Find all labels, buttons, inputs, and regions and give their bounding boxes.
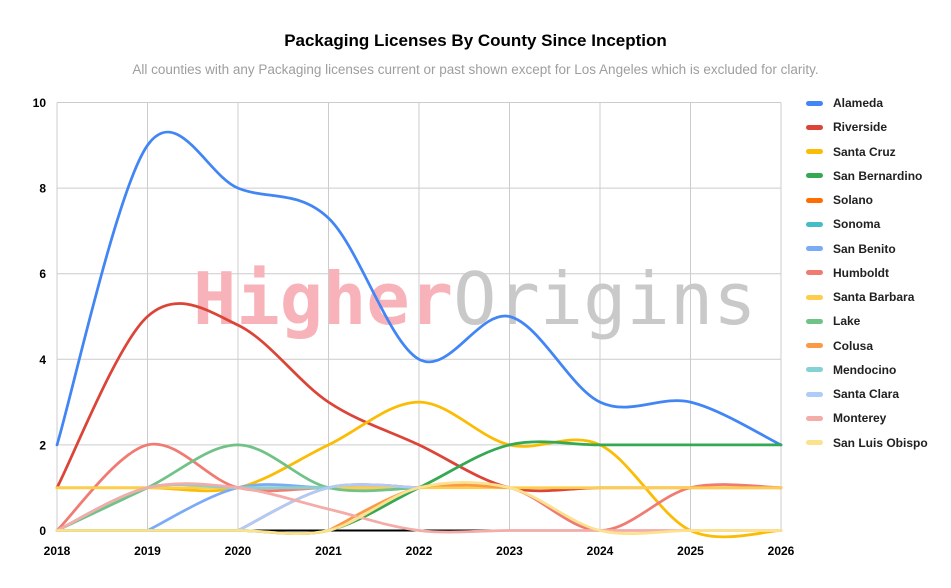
- y-axis-label-0: 0: [39, 524, 46, 538]
- watermark: HigherOrigins: [193, 257, 757, 341]
- y-axis-label-6: 6: [39, 267, 46, 281]
- x-axis-label-2021: 2021: [315, 544, 342, 558]
- legend-swatch-san-luis-obispo: [806, 440, 823, 446]
- legend-label: Alameda: [833, 96, 884, 111]
- legend-swatch-sonoma: [806, 221, 823, 227]
- chart-legend: Alameda Riverside Santa Cruz San Bernardino…: [806, 91, 928, 455]
- y-axis-label-8: 8: [39, 182, 46, 196]
- x-axis-label-2019: 2019: [134, 544, 161, 558]
- legend-label: San Luis Obispo: [833, 435, 928, 450]
- chart-subtitle: All counties with any Packaging licenses…: [132, 62, 819, 77]
- legend-item-santa-cruz[interactable]: Santa Cruz: [806, 140, 928, 164]
- legend-swatch-humboldt: [806, 270, 823, 276]
- legend-item-solano[interactable]: Solano: [806, 188, 928, 212]
- legend-swatch-san-bernardino: [806, 173, 823, 179]
- y-axis-label-10: 10: [33, 96, 47, 110]
- legend-label: San Benito: [833, 241, 896, 256]
- legend-item-san-bernardino[interactable]: San Bernardino: [806, 164, 928, 188]
- legend-item-alameda[interactable]: Alameda: [806, 91, 928, 115]
- legend-item-monterey[interactable]: Monterey: [806, 406, 928, 430]
- legend-label: San Bernardino: [833, 168, 923, 183]
- legend-label: Santa Cruz: [833, 144, 896, 159]
- legend-item-san-luis-obispo[interactable]: San Luis Obispo: [806, 431, 928, 455]
- legend-label: Santa Barbara: [833, 290, 915, 305]
- legend-label: Sonoma: [833, 217, 881, 232]
- legend-label: Colusa: [833, 338, 874, 353]
- legend-label: Monterey: [833, 411, 887, 426]
- legend-item-santa-clara[interactable]: Santa Clara: [806, 382, 928, 406]
- legend-label: Solano: [833, 193, 874, 208]
- legend-item-santa-barbara[interactable]: Santa Barbara: [806, 285, 928, 309]
- watermark-part2: Origins: [453, 257, 756, 341]
- legend-label: Lake: [833, 314, 861, 329]
- x-axis-label-2024: 2024: [587, 544, 614, 558]
- legend-swatch-monterey: [806, 415, 823, 421]
- legend-item-lake[interactable]: Lake: [806, 309, 928, 333]
- legend-swatch-riverside: [806, 124, 823, 130]
- legend-swatch-colusa: [806, 343, 823, 349]
- y-axis-label-4: 4: [39, 353, 46, 367]
- series-line-santa-clara[interactable]: [236, 483, 421, 532]
- y-axis-label-2: 2: [39, 438, 46, 452]
- series-line-monterey[interactable]: [55, 482, 783, 534]
- legend-item-colusa[interactable]: Colusa: [806, 334, 928, 358]
- legend-label: Santa Clara: [833, 387, 900, 402]
- legend-swatch-san-benito: [806, 246, 823, 252]
- legend-swatch-santa-barbara: [806, 294, 823, 300]
- legend-swatch-santa-clara: [806, 391, 823, 397]
- legend-label: Riverside: [833, 120, 888, 135]
- x-axis-label-2022: 2022: [406, 544, 433, 558]
- legend-swatch-mendocino: [806, 367, 823, 373]
- series-line-santa-cruz[interactable]: [55, 400, 783, 539]
- x-axis-label-2023: 2023: [496, 544, 523, 558]
- series-line-lake[interactable]: [55, 443, 421, 532]
- series-line-san-luis-obispo[interactable]: [55, 481, 783, 536]
- legend-swatch-santa-cruz: [806, 149, 823, 155]
- series-line-alameda[interactable]: [55, 130, 783, 447]
- legend-item-humboldt[interactable]: Humboldt: [806, 261, 928, 285]
- watermark-part1: Higher: [193, 257, 453, 341]
- x-axis-label-2026: 2026: [768, 544, 795, 558]
- legend-label: Humboldt: [833, 265, 889, 280]
- legend-swatch-lake: [806, 318, 823, 324]
- chart-title: Packaging Licenses By County Since Incep…: [284, 31, 667, 50]
- legend-item-san-benito[interactable]: San Benito: [806, 237, 928, 261]
- legend-swatch-alameda: [806, 100, 823, 106]
- legend-item-sonoma[interactable]: Sonoma: [806, 212, 928, 236]
- legend-label: Mendocino: [833, 362, 897, 377]
- legend-item-mendocino[interactable]: Mendocino: [806, 358, 928, 382]
- x-axis-label-2025: 2025: [677, 544, 704, 558]
- x-axis-label-2018: 2018: [44, 544, 71, 558]
- legend-item-riverside[interactable]: Riverside: [806, 115, 928, 139]
- x-axis-label-2020: 2020: [225, 544, 252, 558]
- legend-swatch-solano: [806, 197, 823, 203]
